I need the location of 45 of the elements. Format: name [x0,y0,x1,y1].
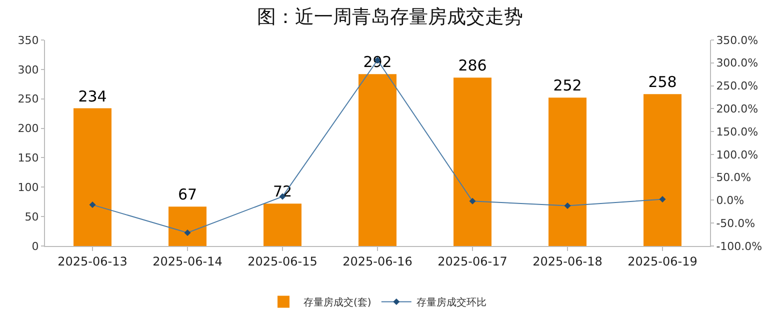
y-tick-label: 300 [18,63,39,76]
bar [264,204,302,246]
y2-tick-label: 100.0% [716,148,758,162]
y2-tick-label: 300.0% [716,56,758,70]
bar [548,98,586,246]
x-tick-label: 2025-06-16 [342,254,412,268]
bar [74,108,112,246]
data-label: 286 [458,56,487,75]
x-tick-label: 2025-06-15 [248,254,318,268]
x-tick-label: 2025-06-19 [628,254,698,268]
bar [358,74,396,246]
point [659,196,666,203]
data-label: 67 [178,186,198,204]
x-tick-label: 2025-06-14 [152,254,222,268]
y2-tick-label: 0.0% [716,194,744,208]
y2-tick-label: 200.0% [716,102,758,116]
y2-tick-label: 250.0% [716,80,758,93]
legend-label: 存量房成交环比 [416,296,486,309]
bar [454,78,492,246]
chart-title: 图：近一周青岛存量房成交走势 [257,6,523,28]
bar [168,206,206,246]
data-label: 252 [553,76,582,95]
y2-tick-label: -50.0% [716,216,756,230]
x-tick-label: 2025-06-17 [438,254,508,268]
x-tick-label: 2025-06-18 [532,254,602,268]
y2-tick-label: 50.0% [716,171,752,184]
legend-label: 存量房成交(套) [304,296,372,309]
point [564,202,571,209]
y2-tick-label: 350.0% [716,34,758,47]
y-tick-label: 350 [18,34,39,47]
y-tick-label: 50 [24,210,39,224]
data-label: 234 [78,87,107,106]
y2-tick-label: 150.0% [716,125,758,138]
y-tick-label: 100 [18,180,39,194]
y-tick-label: 250 [18,92,39,106]
y-tick-label: 0 [32,240,39,253]
y-tick-label: 200 [18,122,39,136]
x-tick-label: 2025-06-13 [58,254,128,268]
point [184,229,191,236]
data-label: 258 [648,73,677,92]
y-tick-label: 150 [18,152,39,165]
y2-tick-label: -100.0% [716,240,762,253]
point [469,198,476,204]
bar [644,94,682,246]
point [89,202,96,208]
